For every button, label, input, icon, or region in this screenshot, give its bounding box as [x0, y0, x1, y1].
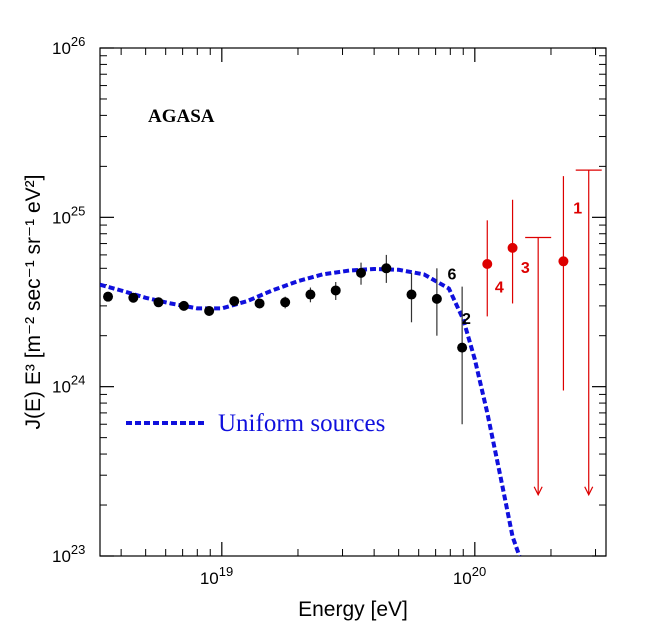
data-point: [305, 289, 316, 300]
legend: Uniform sources: [126, 410, 385, 437]
data-point: [558, 256, 569, 267]
upper-limit-arrow: [533, 486, 543, 497]
data-point: [254, 298, 265, 309]
event-label: 2: [462, 311, 471, 328]
data-point: [482, 259, 493, 270]
major-ticks: [100, 47, 606, 557]
y-tick-label: 1024: [52, 373, 85, 397]
data-point: [356, 267, 367, 278]
x-tick-label: 1019: [200, 564, 233, 588]
event-label: 6: [448, 266, 457, 283]
tick-labels: 1019 1020 1023 1024 1025 1026: [52, 34, 486, 588]
data-point: [128, 292, 139, 303]
data-point: [381, 263, 392, 274]
minor-ticks: [100, 48, 606, 556]
y-tick-label: 1025: [52, 203, 85, 227]
data-point: [457, 342, 468, 353]
data-point: [229, 296, 240, 307]
data-points-layer: [103, 169, 602, 497]
data-point: [507, 242, 518, 253]
y-tick-label: 1023: [52, 542, 85, 566]
data-point: [330, 285, 341, 296]
dataset-label: AGASA: [148, 106, 215, 127]
x-tick-label: 1020: [453, 564, 486, 588]
plot-frame: [99, 47, 607, 557]
event-labels-layer: 6 2 43 1: [448, 201, 583, 328]
event-label: 3: [521, 260, 530, 277]
data-point: [406, 289, 417, 300]
data-point: [153, 297, 164, 308]
data-point: [431, 293, 442, 304]
x-axis-label: Energy [eV]: [298, 598, 408, 621]
event-label: 4: [495, 279, 504, 296]
data-point: [103, 291, 114, 302]
legend-label: Uniform sources: [218, 410, 385, 437]
upper-limit-arrow: [584, 486, 594, 497]
data-point: [204, 305, 215, 316]
y-tick-label: 1026: [52, 34, 85, 58]
data-point: [178, 300, 189, 311]
data-point: [280, 297, 291, 308]
event-label: 1: [573, 201, 582, 218]
y-axis-label: J(E) E³ [m⁻² sec⁻¹ sr⁻¹ eV²]: [22, 175, 45, 430]
